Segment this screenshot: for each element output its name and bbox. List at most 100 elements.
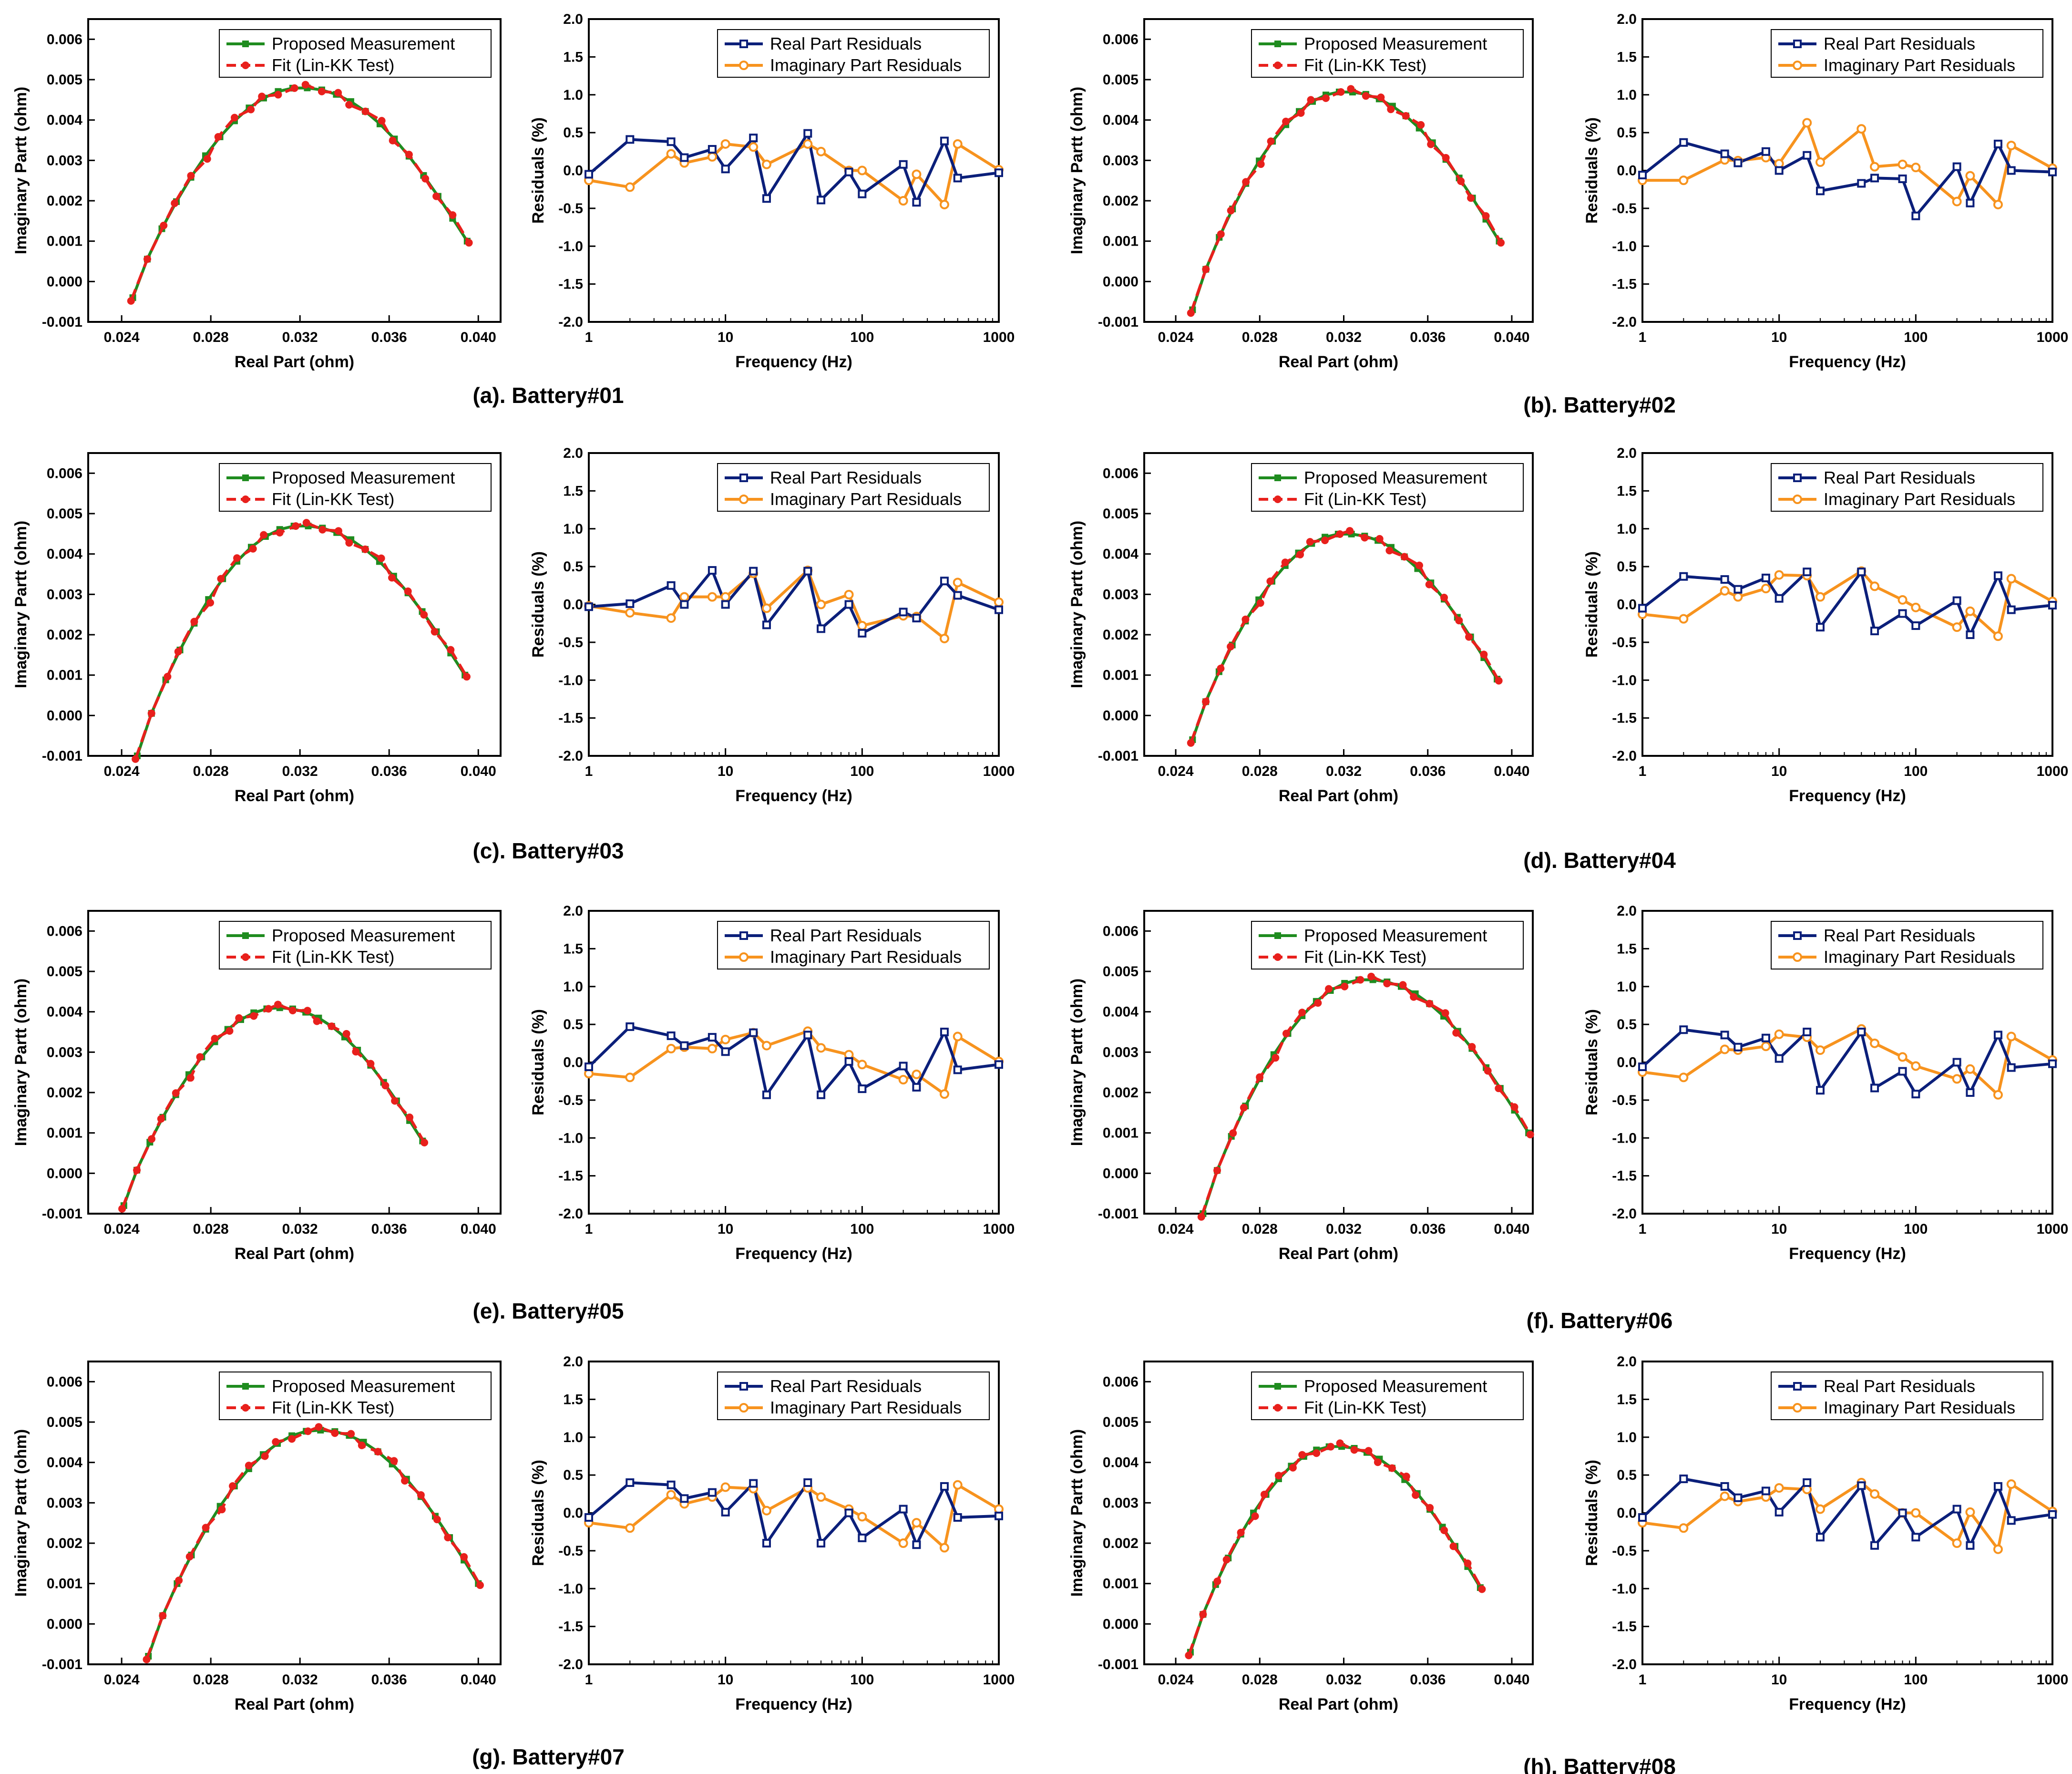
y-tick-label: 0.001 <box>1103 668 1139 683</box>
imag-residual-point <box>1679 175 1689 186</box>
fit-point <box>431 628 439 636</box>
legend-fit-marker <box>242 953 249 961</box>
fit-point <box>449 211 457 219</box>
legend-real-marker <box>1793 931 1802 940</box>
real-residual-point <box>1803 1478 1812 1487</box>
x-axis-label: Frequency (Hz) <box>735 1695 852 1713</box>
x-axis-label: Frequency (Hz) <box>1789 1245 1906 1263</box>
real-residual-point <box>2007 605 2016 614</box>
x-tick-label: 1000 <box>983 763 1015 779</box>
imag-residual-point <box>625 1073 635 1083</box>
nyquist-plot-3: 0.024 0.028 0.032 0.036 0.040 -0.001 0.000 0.00… <box>12 452 502 805</box>
imag-residual-point <box>2006 141 2016 151</box>
x-tick-label: 10 <box>718 1221 733 1237</box>
x-tick-label: 1 <box>585 1221 593 1237</box>
fit-point <box>1425 580 1433 588</box>
legend: Proposed Measurement Fit (Lin-KK Test) <box>1251 921 1524 970</box>
plot-frame <box>1143 910 1534 1215</box>
legend-box <box>717 463 990 512</box>
y-tick-label: 2.0 <box>1617 11 1637 27</box>
imag-residual-point <box>1815 1504 1825 1514</box>
real-residual-point <box>1898 1067 1907 1076</box>
y-tick-label: 0.5 <box>563 125 583 141</box>
y-tick-label: 1.5 <box>563 483 583 499</box>
legend-box <box>1771 29 2043 78</box>
legend-measurement-marker <box>1274 932 1281 939</box>
fit-line <box>1200 975 1532 1217</box>
real-residual-point <box>817 624 826 633</box>
imag-residuals-line <box>588 1029 1000 1097</box>
imag-residual-point <box>857 620 867 630</box>
imag-residual-point <box>666 1490 676 1500</box>
imag-residual-point <box>1870 162 1880 172</box>
fit-point <box>250 1012 258 1020</box>
fit-point <box>290 84 298 92</box>
imag-residual-point <box>912 1518 922 1528</box>
fit-point <box>1374 1458 1382 1466</box>
x-tick-label: 100 <box>1904 1221 1928 1237</box>
fit-point <box>247 105 255 113</box>
y-tick-label: 0.006 <box>1103 923 1139 939</box>
fit-point <box>1387 105 1395 113</box>
x-tick-label: 0.024 <box>104 330 140 345</box>
fit-point <box>318 87 326 95</box>
y-tick-label: -0.5 <box>558 201 583 217</box>
legend: Real Part Residuals Imaginary Part Residu… <box>717 1372 990 1420</box>
y-tick-label: -1.0 <box>558 672 583 688</box>
imag-residual-point <box>1965 1064 1975 1074</box>
fit-point <box>303 1007 311 1015</box>
real-residual-point <box>1898 609 1907 618</box>
fit-point <box>1356 976 1364 984</box>
plot-frame <box>87 910 502 1215</box>
real-residual-point <box>1966 630 1975 639</box>
fit-point <box>132 755 140 763</box>
y-tick-label: 2.0 <box>563 903 583 919</box>
y-tick-label: 0.002 <box>1103 1085 1139 1101</box>
y-tick-label: 0.001 <box>1103 1576 1139 1592</box>
fit-point <box>1465 633 1473 641</box>
y-tick-label: 2.0 <box>1617 903 1637 919</box>
real-residual-point <box>1993 139 2002 148</box>
y-tick-label: 0.001 <box>47 1125 82 1141</box>
x-tick-label: 0.032 <box>282 1221 318 1237</box>
imag-residual-point <box>625 608 635 618</box>
legend-fit-label: Fit (Lin-KK Test) <box>1304 1398 1426 1417</box>
fit-point <box>1202 265 1210 273</box>
real-residual-point <box>721 1047 730 1056</box>
y-tick-label: -0.5 <box>1612 1543 1637 1559</box>
real-residual-point <box>708 1033 717 1042</box>
x-tick-label: 1000 <box>983 330 1015 345</box>
y-tick-label: 0.005 <box>47 964 82 980</box>
real-residual-point <box>1761 1033 1770 1042</box>
real-residual-point <box>1775 1507 1784 1516</box>
y-tick-label: 1.5 <box>563 1392 583 1407</box>
nyquist-plot-8: 0.024 0.028 0.032 0.036 0.040 -0.001 0.000 0.00… <box>1068 1361 1534 1713</box>
fit-point <box>1526 1131 1534 1139</box>
fit-point <box>334 89 342 97</box>
y-tick-label: -1.0 <box>1612 238 1637 254</box>
legend-real-label: Real Part Residuals <box>770 468 922 487</box>
y-tick-label: 1.5 <box>1617 941 1637 957</box>
real-residual-point <box>762 620 771 629</box>
legend-measurement-marker <box>1274 41 1281 47</box>
legend: Proposed Measurement Fit (Lin-KK Test) <box>1251 29 1524 78</box>
x-tick-label: 0.040 <box>461 763 496 779</box>
imag-residual-point <box>1952 1074 1962 1084</box>
fit-point <box>1213 1578 1221 1586</box>
y-tick-label: 0.000 <box>1103 274 1139 289</box>
x-tick-label: 0.028 <box>1242 1221 1278 1237</box>
fit-point <box>361 107 369 115</box>
legend-real-marker <box>739 931 748 940</box>
fit-point <box>1187 309 1195 317</box>
imag-residual-point <box>857 165 867 175</box>
legend-box <box>219 1372 492 1420</box>
y-axis-label: Residuals (%) <box>1583 1009 1601 1115</box>
y-tick-label: 2.0 <box>1617 445 1637 461</box>
x-tick-label: 100 <box>1904 1672 1928 1688</box>
fit-point <box>164 672 172 681</box>
y-tick-label: 1.0 <box>563 1430 583 1445</box>
real-residual-point <box>1911 211 1920 220</box>
y-tick-label: -1.5 <box>558 1168 583 1184</box>
fit-point <box>342 1030 350 1038</box>
legend: Proposed Measurement Fit (Lin-KK Test) <box>1251 1372 1524 1420</box>
